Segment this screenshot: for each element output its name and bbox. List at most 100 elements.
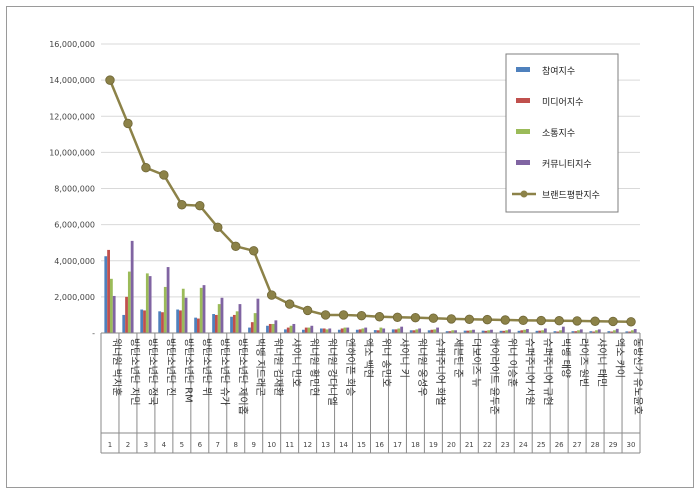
bar <box>212 314 215 333</box>
rank-label: 16 <box>375 441 384 449</box>
rank-label: 7 <box>216 441 220 449</box>
bar <box>597 329 601 333</box>
bar <box>520 330 524 333</box>
line-point <box>123 118 133 129</box>
line-point <box>141 163 151 173</box>
category-label: 방탄소년단 제이홉 <box>236 338 249 415</box>
bar <box>526 329 529 333</box>
bar <box>418 328 422 333</box>
rank-label: 17 <box>393 441 402 449</box>
bar <box>179 310 182 333</box>
rank-label: 11 <box>285 441 294 449</box>
rank-label: 13 <box>321 441 330 449</box>
y-tick-label: 4,000,000 <box>54 257 95 266</box>
bar <box>176 309 180 333</box>
bar <box>490 329 493 333</box>
rank-label: 8 <box>234 441 238 449</box>
bar <box>194 317 198 333</box>
bar <box>289 325 293 333</box>
category-label: 방탄소년단 슈가 <box>218 338 230 406</box>
line-point <box>518 315 528 326</box>
bar <box>220 297 224 333</box>
rank-label: 18 <box>411 441 420 449</box>
bar <box>376 330 380 333</box>
category-label: 워너원 박지훈 <box>110 338 123 396</box>
line-point <box>500 315 510 325</box>
rank-label: 22 <box>483 441 492 449</box>
bar <box>481 330 485 333</box>
bar <box>268 323 272 333</box>
bar <box>161 312 164 333</box>
bar <box>214 314 218 333</box>
bar <box>502 330 506 333</box>
bar <box>436 327 439 333</box>
rank-label: 24 <box>519 441 528 449</box>
line-point <box>159 170 169 180</box>
category-label: 동방신기 유노윤호 <box>632 338 644 415</box>
legend-swatch <box>516 160 530 165</box>
bar <box>430 329 434 333</box>
rank-label: 26 <box>555 441 564 449</box>
bar <box>579 329 583 333</box>
bar <box>130 240 134 333</box>
bar <box>307 327 311 333</box>
bar <box>561 326 565 333</box>
bar <box>628 331 632 333</box>
bar <box>508 329 511 333</box>
bar <box>625 331 629 333</box>
bar <box>322 328 326 333</box>
category-label: 워너원 강다니엘 <box>326 338 339 406</box>
line-series <box>105 75 636 327</box>
bar <box>556 331 560 333</box>
bar <box>412 330 416 333</box>
bar <box>394 329 398 333</box>
bar <box>364 327 368 333</box>
bar <box>340 328 344 333</box>
rank-label: 5 <box>180 441 184 449</box>
bar <box>184 297 188 333</box>
bar <box>445 331 449 333</box>
line-point <box>231 241 241 252</box>
category-label: 샤이니 키 <box>398 338 410 378</box>
bar <box>613 330 616 333</box>
rank-label: 23 <box>501 441 510 449</box>
rank-label: 15 <box>357 441 366 449</box>
bar <box>589 331 593 333</box>
category-label: 워너원 옹성우 <box>416 338 429 396</box>
rank-label: 12 <box>303 441 312 449</box>
bar <box>140 309 144 333</box>
chart-frame: - 2,000,000 4,000,000 6,000,000 8,000,000 10,… <box>6 6 694 488</box>
bar <box>250 322 254 333</box>
bar <box>505 330 509 333</box>
bar <box>610 331 614 333</box>
rank-label: 1 <box>108 441 112 449</box>
bar <box>346 327 350 333</box>
bar <box>379 327 383 333</box>
category-label: 라이즈 원빈 <box>578 338 590 387</box>
category-label: 방탄소년단 지민 <box>128 338 140 406</box>
category-label: 더보이즈 뉴 <box>470 338 482 387</box>
y-tick-label: 8,000,000 <box>54 185 95 194</box>
y-tick-label: 12,000,000 <box>49 112 95 121</box>
category-label: 슈퍼주니어 규현 <box>542 338 554 406</box>
bar <box>112 295 116 333</box>
bar <box>543 328 547 333</box>
bar <box>271 323 275 333</box>
category-label: 방탄소년단 RM <box>182 338 194 403</box>
category-label: 세븐틴 준 <box>452 338 464 378</box>
rank-label: 6 <box>198 441 203 449</box>
y-tick-label: 2,000,000 <box>54 293 95 302</box>
line-point <box>320 310 331 320</box>
category-label: 슈퍼주니어 시원 <box>524 338 536 406</box>
bar <box>343 327 347 333</box>
bar <box>325 329 329 333</box>
bar <box>107 249 110 333</box>
bar <box>148 276 152 333</box>
bar <box>631 330 634 333</box>
bar <box>145 273 149 333</box>
bar <box>400 326 404 333</box>
rank-label: 2 <box>126 441 130 449</box>
chart: - 2,000,000 4,000,000 6,000,000 8,000,000 10,… <box>49 40 644 454</box>
bar <box>454 330 457 333</box>
legend-swatch <box>516 98 530 103</box>
